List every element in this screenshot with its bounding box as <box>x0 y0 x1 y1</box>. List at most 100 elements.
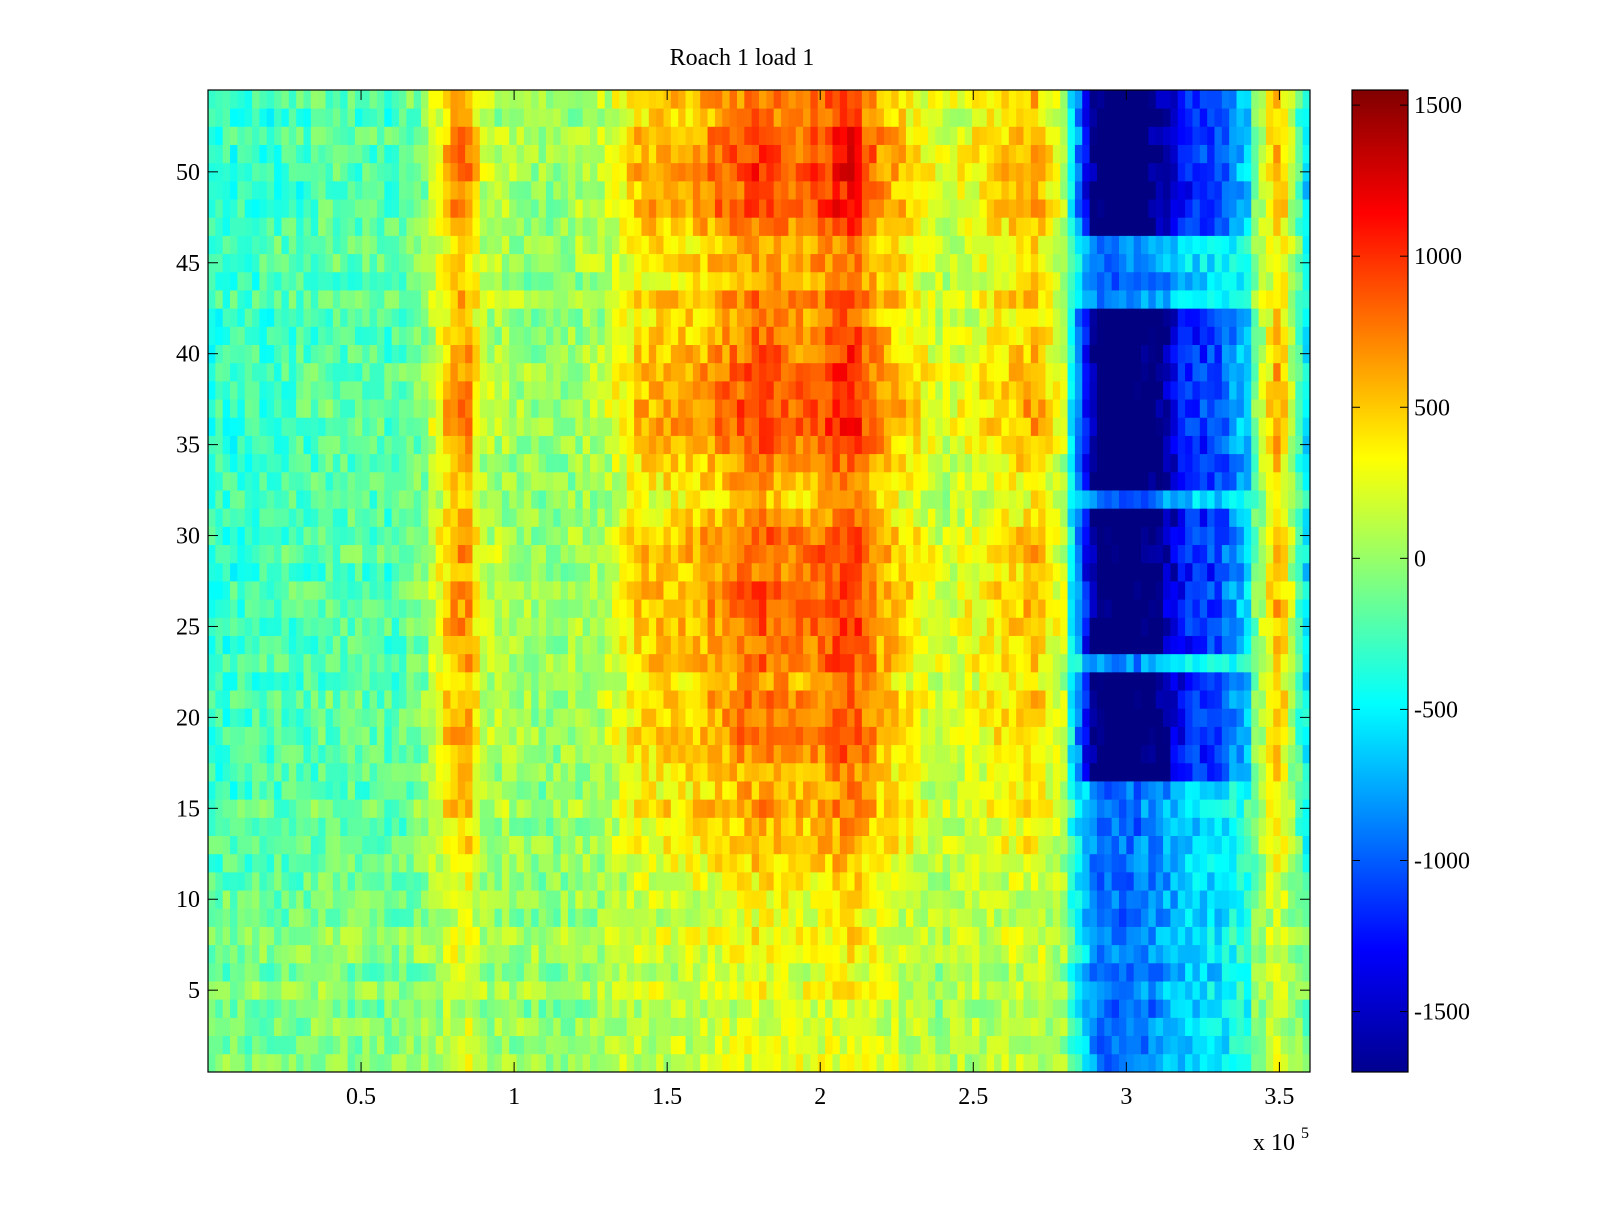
heatmap-cell <box>509 908 517 927</box>
heatmap-cell <box>1185 762 1193 782</box>
heatmap-cell <box>340 835 348 855</box>
heatmap-cell <box>413 926 422 946</box>
heatmap-cell <box>751 744 760 764</box>
heatmap-cell <box>1133 781 1142 800</box>
heatmap-cell <box>612 999 620 1018</box>
heatmap-cell <box>979 599 988 618</box>
heatmap-cell <box>1133 1035 1142 1055</box>
heatmap-cell <box>435 817 444 836</box>
heatmap-cell <box>972 1035 980 1055</box>
heatmap-cell <box>1023 799 1032 818</box>
heatmap-cell <box>369 853 378 873</box>
heatmap-cell <box>1118 1053 1127 1073</box>
heatmap-cell <box>450 962 459 982</box>
heatmap-cell <box>362 526 371 546</box>
heatmap-cell <box>332 908 341 927</box>
heatmap-cell <box>1302 599 1311 618</box>
heatmap-cell <box>1236 635 1245 655</box>
heatmap-cell <box>450 617 459 636</box>
heatmap-cell <box>501 690 510 709</box>
heatmap-cell <box>362 781 371 800</box>
heatmap-cell <box>1111 926 1120 946</box>
heatmap-cell <box>847 853 855 873</box>
heatmap-cell <box>656 653 664 673</box>
heatmap-cell <box>641 762 650 782</box>
heatmap-cell <box>1163 490 1171 509</box>
heatmap-cell <box>847 908 855 927</box>
heatmap-cell <box>208 544 216 564</box>
heatmap-cell <box>1016 835 1024 855</box>
heatmap-cell <box>1280 726 1289 746</box>
heatmap-cell <box>788 1017 797 1037</box>
heatmap-cell <box>1229 508 1237 527</box>
heatmap-cell <box>230 471 238 491</box>
heatmap-cell <box>670 653 679 673</box>
heatmap-cell <box>310 962 319 982</box>
heatmap-cell <box>913 817 922 836</box>
heatmap-cell <box>516 1017 525 1037</box>
heatmap-cell <box>435 453 444 473</box>
heatmap-cell <box>913 781 922 800</box>
heatmap-cell <box>575 799 584 818</box>
heatmap-cell <box>443 617 451 636</box>
heatmap-cell <box>1207 853 1215 873</box>
heatmap-cell <box>825 726 833 746</box>
heatmap-cell <box>1067 1053 1076 1073</box>
heatmap-cell <box>788 581 797 600</box>
heatmap-cell <box>670 581 679 600</box>
heatmap-cell <box>1199 635 1208 655</box>
heatmap-cell <box>391 581 400 600</box>
heatmap-cell <box>1067 471 1076 491</box>
heatmap-cell <box>369 508 378 527</box>
heatmap-cell <box>905 762 914 782</box>
heatmap-cell <box>1199 1017 1208 1037</box>
heatmap-cell <box>340 944 348 964</box>
heatmap-cell <box>1141 1053 1149 1073</box>
heatmap-cell <box>1111 526 1120 546</box>
heatmap-cell <box>222 835 231 855</box>
heatmap-cell <box>913 1053 922 1073</box>
heatmap-cell <box>1001 781 1010 800</box>
heatmap-cell <box>1016 981 1024 1000</box>
heatmap-cell <box>399 1053 407 1073</box>
heatmap-cell <box>1023 853 1032 873</box>
heatmap-cell <box>1221 890 1230 909</box>
heatmap-cell <box>1008 762 1017 782</box>
heatmap-cell <box>222 890 231 909</box>
heatmap-cell <box>817 726 826 746</box>
heatmap-cell <box>986 871 995 891</box>
heatmap-cell <box>1302 1017 1311 1037</box>
heatmap-cell <box>957 890 966 909</box>
heatmap-cell <box>810 599 819 618</box>
heatmap-cell <box>457 835 466 855</box>
heatmap-cell <box>759 1053 767 1073</box>
heatmap-cell <box>707 635 716 655</box>
heatmap-cell <box>604 690 613 709</box>
heatmap-cell <box>1243 926 1252 946</box>
heatmap-cell <box>310 726 319 746</box>
heatmap-cell <box>795 526 804 546</box>
heatmap-cell <box>751 962 760 982</box>
heatmap-cell <box>1258 1035 1267 1055</box>
heatmap-cell <box>376 562 385 582</box>
heatmap-cell <box>1170 690 1179 709</box>
heatmap-cell <box>626 708 635 727</box>
heatmap-cell <box>332 781 341 800</box>
heatmap-cell <box>1207 835 1215 855</box>
heatmap-cell <box>678 999 686 1018</box>
heatmap-cell <box>428 1017 437 1037</box>
heatmap-cell <box>1074 962 1083 982</box>
heatmap-cell <box>545 581 554 600</box>
heatmap-cell <box>1251 1053 1259 1073</box>
heatmap-cell <box>950 653 958 673</box>
heatmap-cell <box>1155 853 1164 873</box>
heatmap-cell <box>318 762 326 782</box>
heatmap-cell <box>457 981 466 1000</box>
heatmap-cell <box>759 562 767 582</box>
heatmap-cell <box>215 635 224 655</box>
heatmap-cell <box>781 817 789 836</box>
heatmap-cell <box>494 999 503 1018</box>
heatmap-cell <box>479 490 488 509</box>
chart-title: Roach 1 load 1 <box>670 45 815 71</box>
heatmap-cell <box>545 908 554 927</box>
